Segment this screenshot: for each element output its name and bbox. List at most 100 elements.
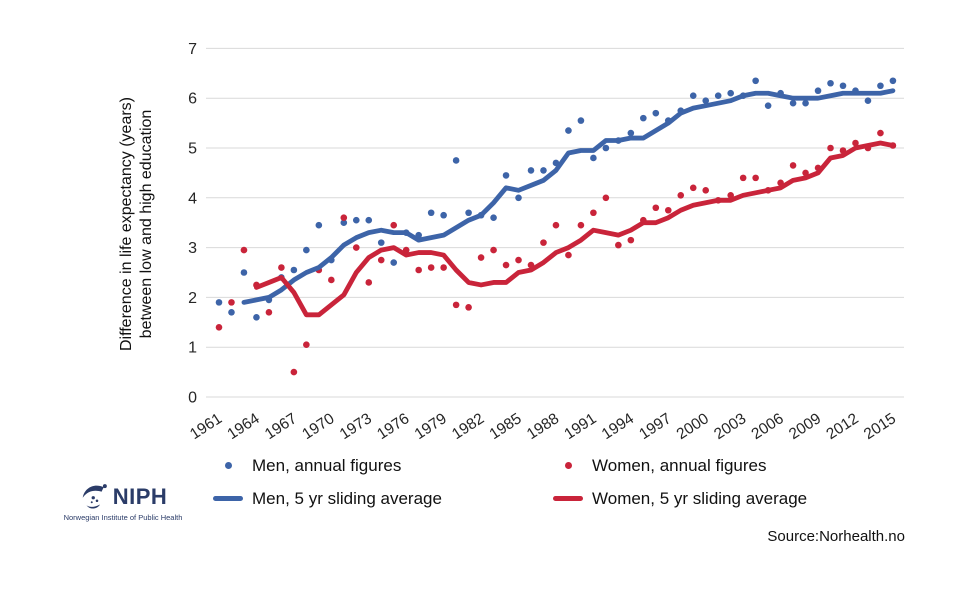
scatter-point-men-2011 <box>839 82 847 90</box>
legend-label: Women, 5 yr sliding average <box>592 488 808 508</box>
scatter-point-women-1994 <box>627 236 635 244</box>
x-tick-label-1976: 1976 <box>374 410 412 443</box>
scatter-point-women-1965 <box>265 309 273 316</box>
scatter-point-men-1990 <box>577 117 585 124</box>
scatter-point-men-1991 <box>590 154 597 162</box>
logo-name: NIPH <box>112 484 168 509</box>
scatter-point-men-2000 <box>702 97 710 104</box>
scatter-point-women-1985 <box>515 256 522 264</box>
x-tick-label-2006: 2006 <box>749 410 787 443</box>
x-tick-label-1991: 1991 <box>561 410 599 443</box>
scatter-point-men-1994 <box>627 129 635 137</box>
scatter-point-women-2007 <box>789 162 797 169</box>
scatter-point-women-1980 <box>452 301 460 309</box>
x-tick-label-1982: 1982 <box>449 410 487 443</box>
scatter-point-women-1982 <box>477 254 485 261</box>
scatter-point-men-1962 <box>228 309 235 316</box>
y-axis-title-line2: between low and high education <box>138 109 155 339</box>
x-tick-label-1973: 1973 <box>337 410 375 443</box>
scatter-point-men-1974 <box>377 239 385 246</box>
scatter-point-women-1962 <box>228 299 235 306</box>
scatter-point-women-1978 <box>427 264 435 271</box>
scatter-point-women-1996 <box>652 204 660 212</box>
scatter-point-women-1988 <box>552 221 560 229</box>
legend-item-women-annual-figures: Women, annual figures <box>552 449 892 482</box>
y-axis-title-line1: Difference in life expectancy (years) <box>118 96 135 352</box>
scatter-point-men-1975 <box>390 259 398 266</box>
x-tick-label-1964: 1964 <box>224 410 262 443</box>
scatter-point-men-1987 <box>540 167 547 174</box>
scatter-point-women-1984 <box>502 261 510 269</box>
scatter-point-men-2015 <box>889 77 897 85</box>
legend-dot-icon <box>212 462 244 469</box>
scatter-point-men-1996 <box>652 109 660 117</box>
y-tick-label-5: 5 <box>188 141 197 158</box>
chart-legend: Men, annual figures Women, annual figures… <box>212 449 892 515</box>
scatter-point-women-1967 <box>290 368 298 376</box>
x-tick-label-1985: 1985 <box>487 410 525 443</box>
scatter-point-women-1987 <box>540 239 547 246</box>
y-tick-label-7: 7 <box>188 41 197 58</box>
scatter-point-women-1979 <box>440 264 447 271</box>
scatter-point-men-1964 <box>253 314 260 321</box>
scatter-point-women-2000 <box>702 187 710 194</box>
scatter-point-men-1963 <box>240 269 248 276</box>
x-tick-label-1997: 1997 <box>636 410 674 443</box>
x-tick-label-2000: 2000 <box>674 410 712 443</box>
scatter-point-men-1980 <box>452 157 460 164</box>
scatter-point-men-2014 <box>877 82 884 90</box>
scatter-point-women-1963 <box>240 246 248 254</box>
scatter-point-women-1999 <box>689 184 697 192</box>
legend-item-men-5-yr-sliding-average: Men, 5 yr sliding average <box>212 482 552 515</box>
scatter-point-men-1961 <box>215 299 223 306</box>
scatter-point-women-2002 <box>727 192 734 199</box>
scatter-point-women-2004 <box>752 174 759 182</box>
scatter-point-men-1986 <box>527 167 535 174</box>
scatter-point-men-1985 <box>515 194 522 202</box>
legend-item-women-5-yr-sliding-average: Women, 5 yr sliding average <box>552 482 892 515</box>
scatter-point-men-1972 <box>352 216 360 224</box>
scatter-point-women-1975 <box>390 221 398 229</box>
x-tick-label-1994: 1994 <box>599 410 637 443</box>
scatter-point-men-1989 <box>565 127 572 134</box>
x-tick-label-2012: 2012 <box>823 410 861 443</box>
legend-label: Men, annual figures <box>252 455 402 475</box>
legend-label: Men, 5 yr sliding average <box>252 488 442 508</box>
scatter-point-men-1979 <box>440 211 447 219</box>
scatter-point-women-1968 <box>303 341 310 349</box>
scatter-point-women-2014 <box>877 129 884 137</box>
x-tick-label-2015: 2015 <box>861 410 899 443</box>
y-tick-label-6: 6 <box>188 91 197 108</box>
scatter-point-men-1983 <box>490 214 497 222</box>
scatter-point-women-2010 <box>827 144 834 152</box>
x-tick-label-1967: 1967 <box>262 410 300 443</box>
scatter-point-women-1972 <box>352 244 360 251</box>
scatter-point-women-1991 <box>590 209 597 217</box>
scatter-point-men-1992 <box>602 144 610 152</box>
x-tick-label-1970: 1970 <box>299 410 337 443</box>
y-tick-label-2: 2 <box>188 290 197 307</box>
scatter-point-men-1999 <box>689 92 697 100</box>
scatter-point-women-1997 <box>664 206 672 214</box>
scatter-point-men-2002 <box>727 89 734 97</box>
scatter-point-women-1989 <box>565 251 572 259</box>
scatter-point-men-2008 <box>802 99 809 107</box>
scatter-point-women-1993 <box>615 241 622 249</box>
legend-line-icon <box>552 496 584 501</box>
x-tick-label-1979: 1979 <box>412 410 450 443</box>
x-tick-label-2009: 2009 <box>786 410 824 443</box>
legend-dot-icon <box>552 462 584 469</box>
y-axis-title: Difference in life expectancy (years) be… <box>117 42 157 406</box>
y-tick-label-3: 3 <box>188 240 197 257</box>
scatter-point-men-2005 <box>764 102 772 109</box>
x-tick-label-2003: 2003 <box>711 410 749 443</box>
scatter-point-women-1970 <box>328 276 335 284</box>
scatter-point-men-2013 <box>864 97 872 104</box>
scatter-point-women-2008 <box>802 169 809 177</box>
scatter-point-women-1974 <box>377 256 385 264</box>
logo-subtitle: Norwegian Institute of Public Health <box>63 513 183 522</box>
scatter-point-women-2003 <box>739 174 747 182</box>
trend-line-men <box>241 88 896 305</box>
scatter-point-women-1971 <box>340 214 348 222</box>
